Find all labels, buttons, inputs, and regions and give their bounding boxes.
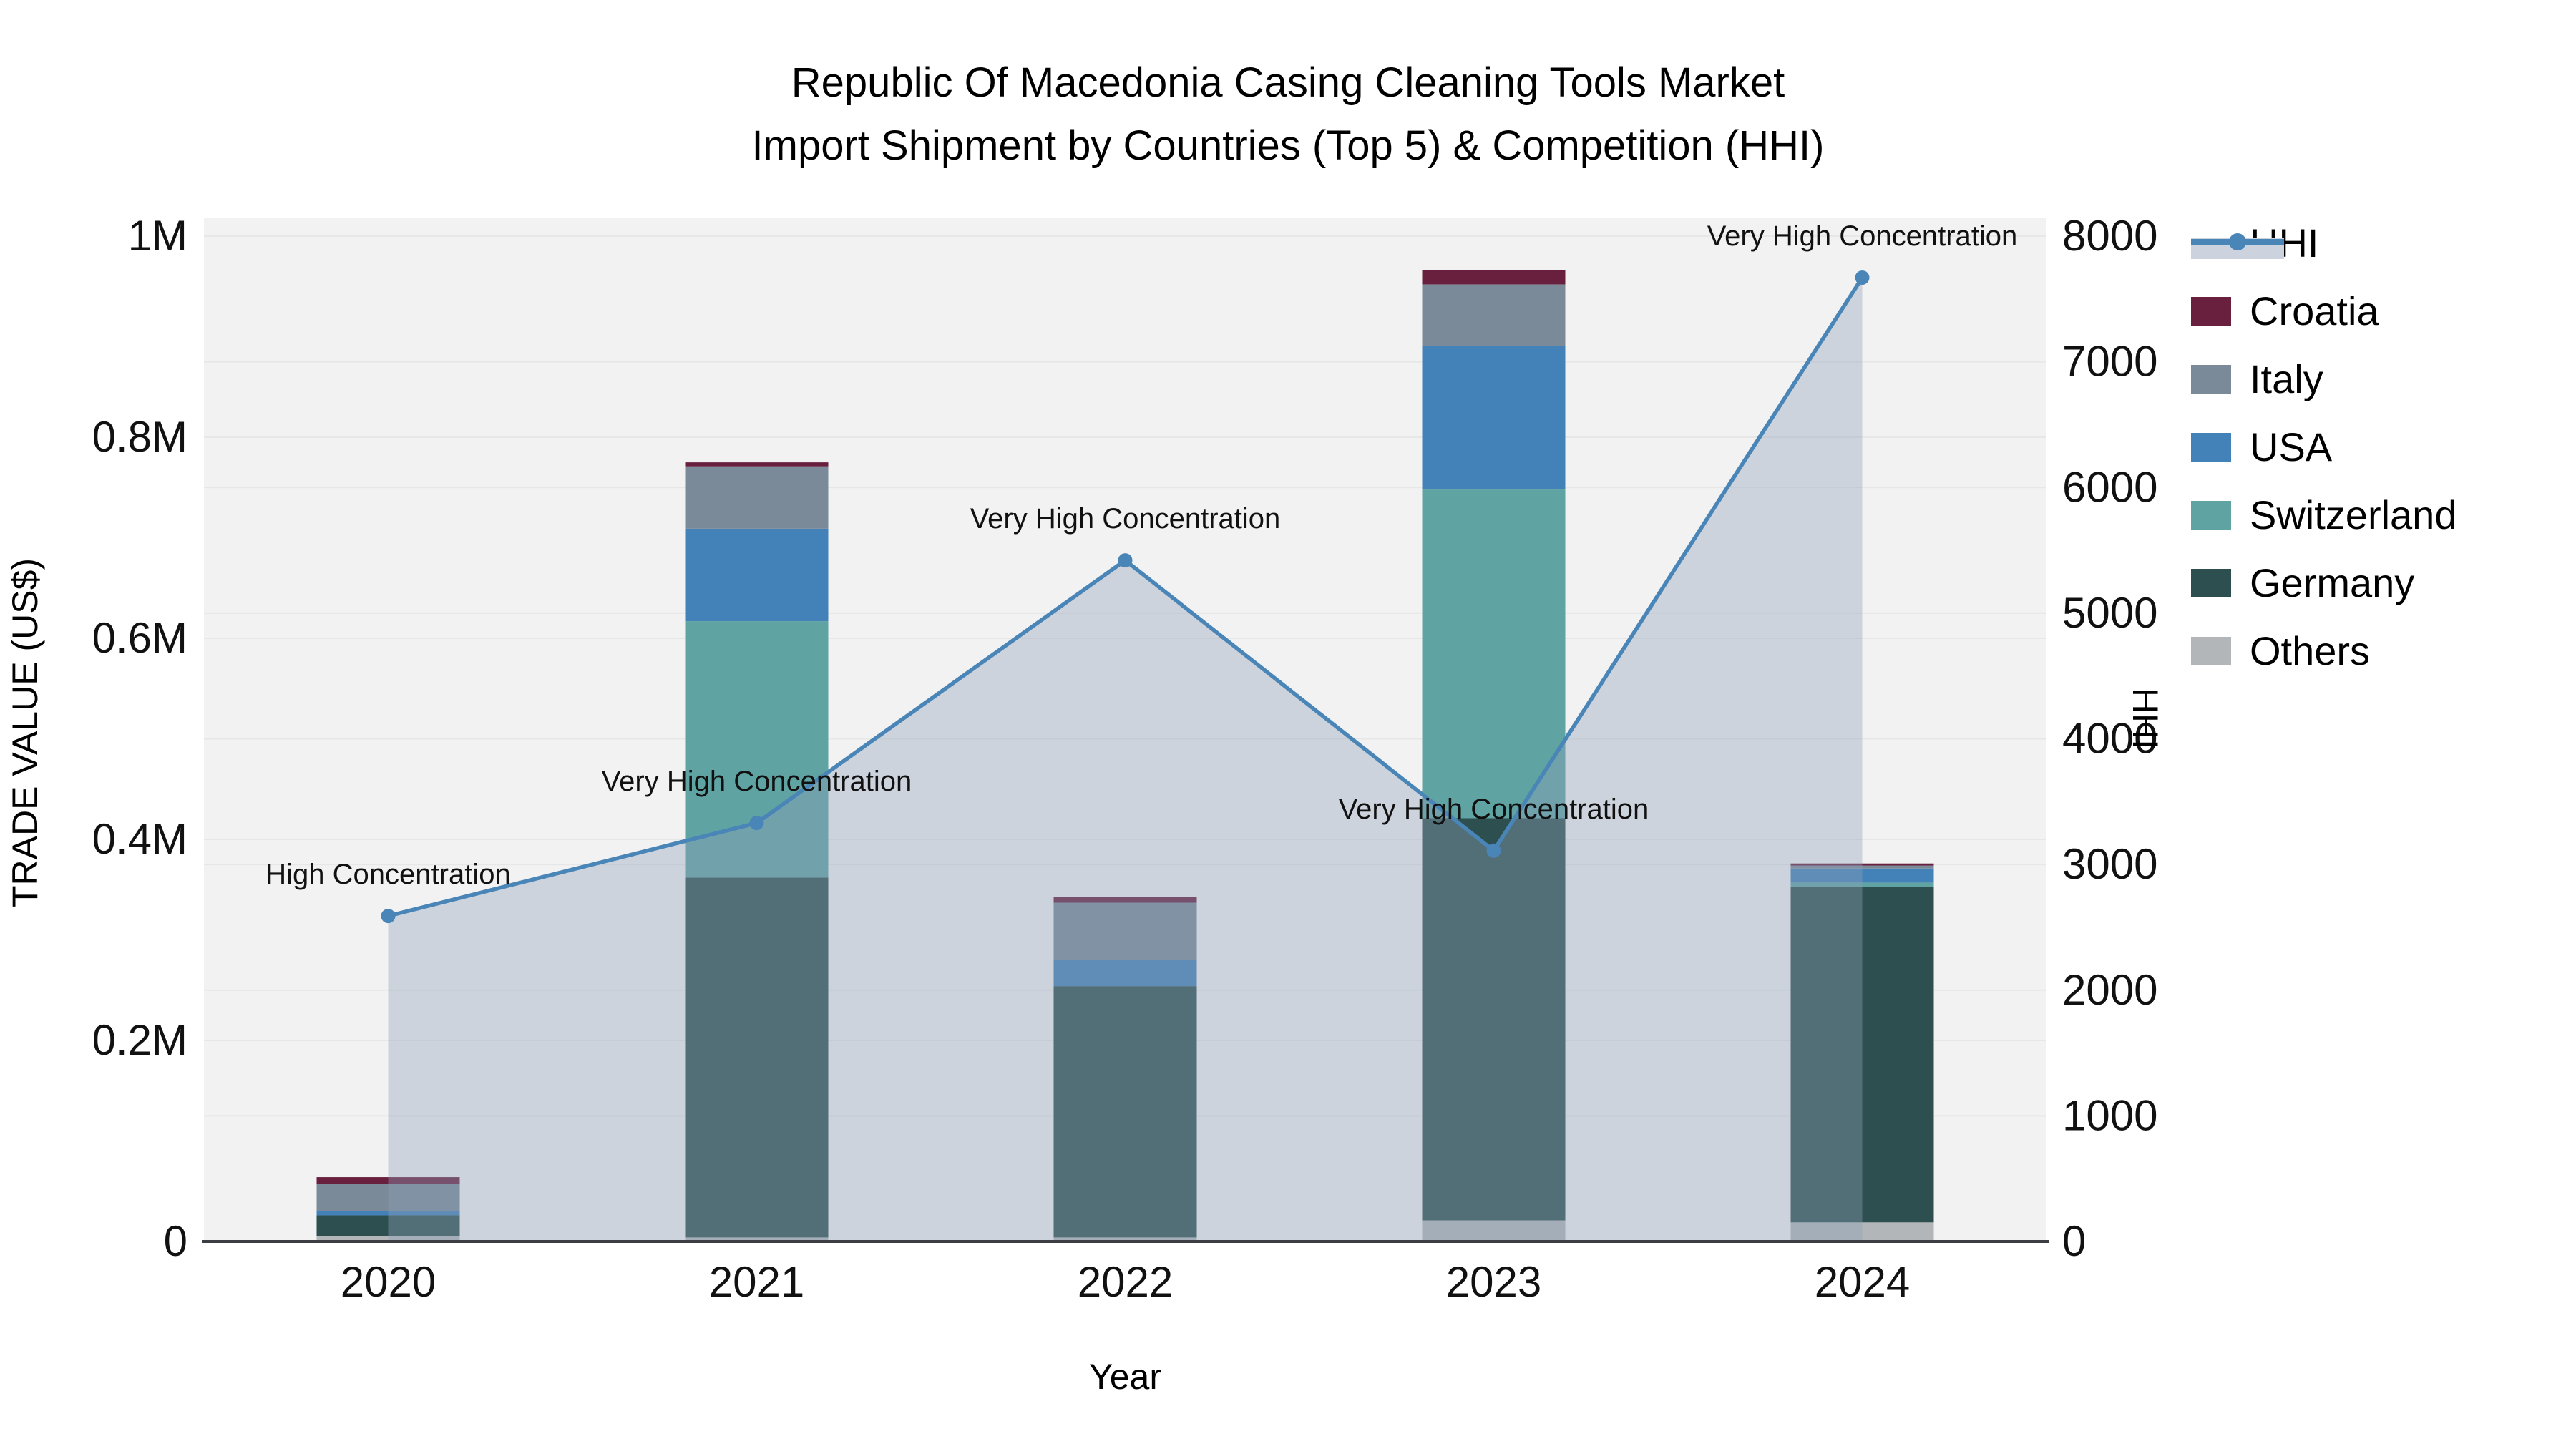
bar-segment-croatia-2023[interactable] [1422,270,1566,285]
bar-segment-others-2021[interactable] [685,1237,829,1241]
x-tick-label-2021: 2021 [709,1258,804,1306]
chart-title-line1: Republic Of Macedonia Casing Cleaning To… [791,59,1785,106]
hhi-point-2023[interactable] [1486,843,1501,858]
legend-label-italy: Italy [2250,356,2323,401]
hhi-point-2024[interactable] [1855,270,1870,285]
y-right-tick-label: 6000 [2062,463,2157,511]
hhi-annotation-2023: Very High Concentration [1339,794,1649,825]
y-right-tick-label: 8000 [2062,212,2157,260]
chart-title-line2: Import Shipment by Countries (Top 5) & C… [751,122,1825,169]
y-left-tick-label: 1M [128,212,187,260]
bar-segment-italy-2020[interactable] [316,1184,460,1211]
bar-segment-italy-2021[interactable] [685,466,829,529]
hhi-annotation-2022: Very High Concentration [970,503,1281,535]
bar-segment-croatia-2022[interactable] [1053,897,1197,903]
legend-item-italy[interactable]: Italy [2191,345,2457,413]
y-left-tick-label: 0.6M [92,614,187,662]
y-right-tick-label: 7000 [2062,338,2157,386]
y-left-tick-label: 0 [164,1217,187,1265]
germany-swatch-icon [2191,568,2231,597]
chart-title: Republic Of Macedonia Casing Cleaning To… [0,52,2576,177]
bar-segment-germany-2024[interactable] [1790,887,1934,1223]
hhi-point-2022[interactable] [1118,553,1133,568]
bar-segment-others-2023[interactable] [1422,1220,1566,1241]
x-axis-title: Year [1088,1357,1162,1397]
bar-segment-others-2020[interactable] [316,1236,460,1241]
hhi-point-2021[interactable] [749,816,764,831]
hhi-annotation-2024: Very High Concentration [1707,220,2018,252]
legend-item-croatia[interactable]: Croatia [2191,277,2457,345]
y-right-tick-label: 0 [2062,1217,2086,1265]
legend-label-usa: USA [2250,424,2333,469]
bar-segment-italy-2024[interactable] [1790,865,1934,869]
bar-segment-usa-2020[interactable] [316,1211,460,1216]
legend-item-others[interactable]: Others [2191,617,2457,685]
legend-label-others: Others [2250,628,2371,673]
bar-segment-others-2024[interactable] [1790,1222,1934,1241]
bar-segment-germany-2021[interactable] [685,877,829,1238]
switzerland-swatch-icon [2191,500,2231,530]
y-left-tick-label: 0.4M [92,815,187,863]
legend-item-germany[interactable]: Germany [2191,549,2457,617]
x-tick-label-2023: 2023 [1446,1258,1541,1306]
hhi-annotation-2021: Very High Concentration [602,766,912,797]
bar-segment-usa-2023[interactable] [1422,346,1566,490]
bar-segment-others-2022[interactable] [1053,1237,1197,1241]
legend-item-switzerland[interactable]: Switzerland [2191,481,2457,549]
hhi-area-fill [388,277,1863,1241]
hhi-line-swatch-icon [2191,228,2284,259]
y-right-tick-label: 1000 [2062,1091,2157,1139]
legend-label-switzerland: Switzerland [2250,492,2457,537]
bar-segment-italy-2023[interactable] [1422,284,1566,346]
hhi-point-2020[interactable] [381,909,396,924]
x-tick-label-2022: 2022 [1078,1258,1173,1306]
y-right-tick-label: 2000 [2062,966,2157,1014]
bar-segment-croatia-2020[interactable] [316,1177,460,1184]
legend-item-hhi[interactable]: HHI [2191,209,2457,277]
y-axis-title: TRADE VALUE (US$) [5,557,45,908]
y-left-tick-label: 0.8M [92,413,187,461]
y-right-tick-label: 3000 [2062,840,2157,888]
y-left-tick-label: 0.2M [92,1016,187,1064]
x-tick-label-2024: 2024 [1815,1258,1910,1306]
hhi-annotation-2020: High Concentration [265,859,510,890]
legend: HHI Croatia Italy USA Switzerland German… [2191,209,2457,685]
bar-segment-germany-2023[interactable] [1422,818,1566,1221]
y-right-tick-label: 4000 [2062,715,2157,763]
bar-segment-croatia-2021[interactable] [685,462,829,467]
usa-swatch-icon [2191,432,2231,462]
bar-segment-usa-2022[interactable] [1053,960,1197,987]
legend-label-germany: Germany [2250,560,2415,605]
bar-segment-switzerland-2023[interactable] [1422,489,1566,819]
bar-segment-usa-2021[interactable] [685,528,829,622]
italy-swatch-icon [2191,364,2231,394]
bar-segment-usa-2024[interactable] [1790,868,1934,883]
bar-segment-switzerland-2024[interactable] [1790,882,1934,887]
legend-label-croatia: Croatia [2250,288,2379,333]
y2-axis-title: HHI [2125,687,2165,750]
bar-segment-germany-2022[interactable] [1053,986,1197,1238]
others-swatch-icon [2191,636,2231,665]
bar-segment-germany-2020[interactable] [316,1215,460,1236]
y-right-tick-label: 5000 [2062,589,2157,637]
bar-segment-croatia-2024[interactable] [1790,863,1934,866]
croatia-swatch-icon [2191,296,2231,326]
legend-item-usa[interactable]: USA [2191,413,2457,481]
bar-segment-italy-2022[interactable] [1053,902,1197,960]
x-tick-label-2020: 2020 [341,1258,436,1306]
